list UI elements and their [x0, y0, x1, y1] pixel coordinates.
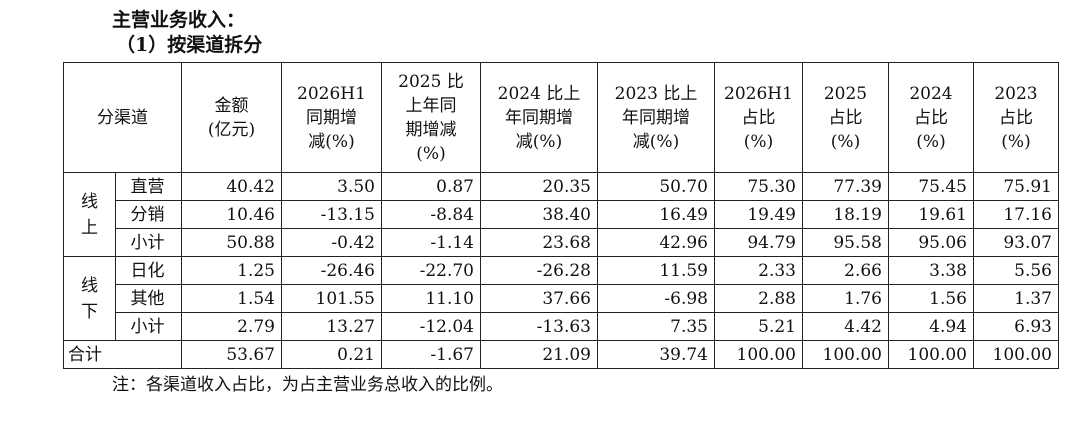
channel-name: 日化: [115, 256, 182, 285]
value-cell: 6.93: [973, 312, 1059, 341]
table-row: 线下日化 1.25 -26.46 -22.70 -26.28 11.59 2.33 2.66 3…: [63, 256, 1059, 341]
header-2023-yoy: 2023 比上 年同期增 减(%): [597, 62, 715, 173]
value-cell: 2.79: [181, 312, 282, 341]
section-heading: 主营业务收入：: [112, 9, 246, 31]
value-cell: 1.54: [181, 284, 282, 313]
value-cell: 3.50: [281, 172, 382, 201]
total-row: 合计 53.67 0.21 -1.67 21.09 39.74 100.00 100.00 10…: [63, 340, 1059, 369]
value-cell: 11.59: [597, 256, 715, 285]
value-cell: 95.06: [888, 228, 974, 257]
value-cell: 5.56: [973, 256, 1059, 285]
value-cell: 50.88: [181, 228, 282, 257]
channel-name: 其他: [115, 284, 182, 313]
value-cell: 0.87: [381, 172, 481, 201]
value-cell: -13.63: [480, 312, 598, 341]
value-cell: 20.35: [480, 172, 598, 201]
value-cell: 100.00: [888, 340, 974, 369]
value-cell: 11.10: [381, 284, 481, 313]
value-cell: -13.15: [281, 200, 382, 229]
channel-group-label: 线下: [63, 256, 116, 341]
value-cell: 0.21: [281, 340, 382, 369]
header-amount: 金额 (亿元): [181, 62, 282, 173]
value-cell: 100.00: [973, 340, 1059, 369]
value-cell: 13.27: [281, 312, 382, 341]
header-2024-yoy: 2024 比上 年同期增 减(%): [480, 62, 598, 173]
channel-group-label: 线上: [63, 172, 116, 257]
value-cell: 4.42: [802, 312, 889, 341]
value-cell: -6.98: [597, 284, 715, 313]
revenue-by-channel-table: 分渠道 金额 (亿元) 2026H1 同期增 减(%) 2025 比上年同 期增减 (%)…: [63, 62, 1059, 369]
total-label: 合计: [63, 340, 182, 369]
value-cell: 2.66: [802, 256, 889, 285]
value-cell: -22.70: [381, 256, 481, 285]
value-cell: 37.66: [480, 284, 598, 313]
value-cell: 101.55: [281, 284, 382, 313]
value-cell: 1.25: [181, 256, 282, 285]
value-cell: 77.39: [802, 172, 889, 201]
value-cell: 17.16: [973, 200, 1059, 229]
header-2026h1-yoy: 2026H1 同期增 减(%): [281, 62, 382, 173]
value-cell: 18.19: [802, 200, 889, 229]
value-cell: 100.00: [714, 340, 803, 369]
value-cell: 23.68: [480, 228, 598, 257]
value-cell: -1.14: [381, 228, 481, 257]
value-cell: 42.96: [597, 228, 715, 257]
value-cell: 75.30: [714, 172, 803, 201]
table-row: 其他 1.54 101.55 11.10 37.66 -6.98 2.88 1.76 1.56 1…: [64, 284, 1059, 313]
value-cell: 5.21: [714, 312, 803, 341]
value-cell: -1.67: [381, 340, 481, 369]
value-cell: 1.76: [802, 284, 889, 313]
header-2024-share: 2024 占比 (%): [888, 62, 974, 173]
value-cell: 100.00: [802, 340, 889, 369]
table-footnote: 注：各渠道收入占比，为占主营业务总收入的比例。: [112, 375, 503, 395]
value-cell: 50.70: [597, 172, 715, 201]
channel-name: 小计: [115, 312, 182, 341]
header-2023-share: 2023 占比 (%): [973, 62, 1059, 173]
value-cell: 1.56: [888, 284, 974, 313]
value-cell: 40.42: [181, 172, 282, 201]
value-cell: 10.46: [181, 200, 282, 229]
value-cell: 2.88: [714, 284, 803, 313]
table-row: 分销 10.46 -13.15 -8.84 38.40 16.49 19.49 18.19 19…: [64, 200, 1059, 229]
value-cell: 19.61: [888, 200, 974, 229]
table-row: 小计 2.79 13.27 -12.04 -13.63 7.35 5.21 4.42 4.94 6…: [64, 312, 1059, 341]
value-cell: -12.04: [381, 312, 481, 341]
value-cell: 4.94: [888, 312, 974, 341]
value-cell: 2.33: [714, 256, 803, 285]
table-row: 线上直营 40.42 3.50 0.87 20.35 50.70 75.30 77.39 75.…: [63, 172, 1059, 257]
value-cell: 93.07: [973, 228, 1059, 257]
header-row: 分渠道 金额 (亿元) 2026H1 同期增 减(%) 2025 比上年同 期增减 (%)…: [63, 62, 1059, 173]
value-cell: 38.40: [480, 200, 598, 229]
value-cell: 3.38: [888, 256, 974, 285]
value-cell: -26.46: [281, 256, 382, 285]
channel-name: 直营: [115, 172, 182, 201]
value-cell: -8.84: [381, 200, 481, 229]
value-cell: 21.09: [480, 340, 598, 369]
value-cell: -0.42: [281, 228, 382, 257]
value-cell: 53.67: [181, 340, 282, 369]
section-subheading: （1）按渠道拆分: [116, 34, 263, 56]
channel-name: 分销: [115, 200, 182, 229]
header-2026h1-share: 2026H1 占比 (%): [714, 62, 803, 173]
header-2025-yoy: 2025 比上年同 期增减 (%): [381, 62, 481, 173]
value-cell: 75.45: [888, 172, 974, 201]
value-cell: 7.35: [597, 312, 715, 341]
table-row: 小计 50.88 -0.42 -1.14 23.68 42.96 94.79 95.58 95.…: [64, 228, 1059, 257]
value-cell: 94.79: [714, 228, 803, 257]
value-cell: 16.49: [597, 200, 715, 229]
value-cell: -26.28: [480, 256, 598, 285]
value-cell: 39.74: [597, 340, 715, 369]
channel-name: 小计: [115, 228, 182, 257]
header-channel: 分渠道: [63, 62, 182, 173]
value-cell: 19.49: [714, 200, 803, 229]
value-cell: 95.58: [802, 228, 889, 257]
value-cell: 75.91: [973, 172, 1059, 201]
header-2025-share: 2025 占比 (%): [802, 62, 889, 173]
value-cell: 1.37: [973, 284, 1059, 313]
